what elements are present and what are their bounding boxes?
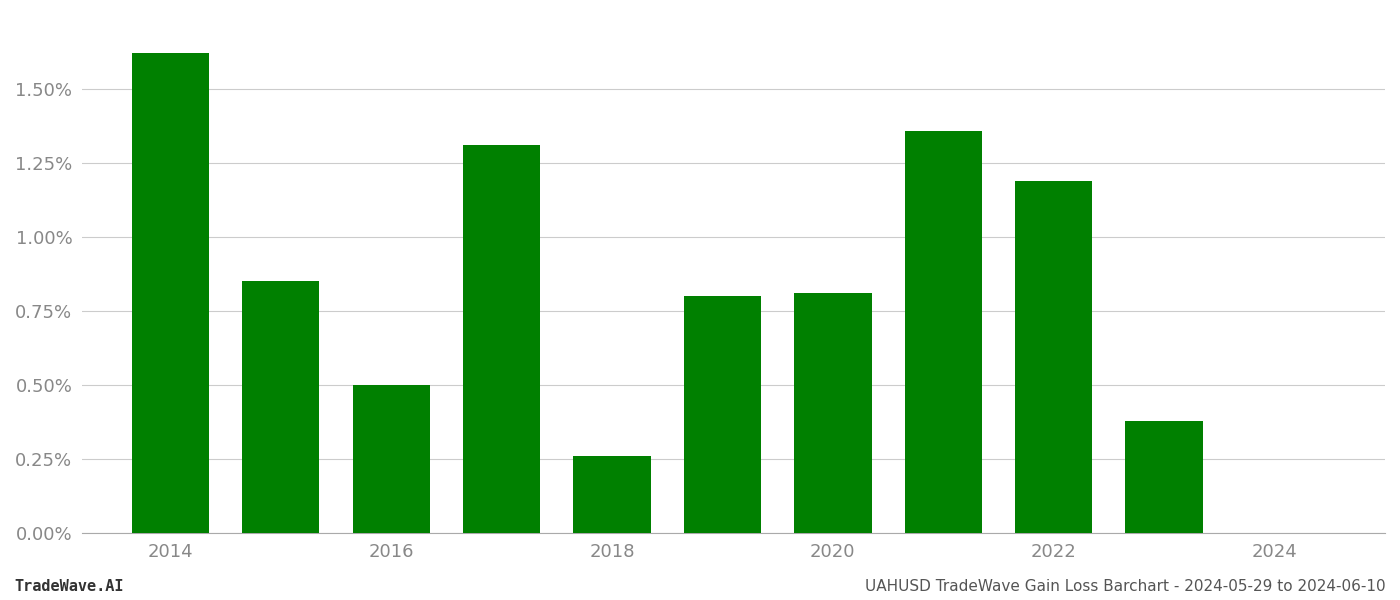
Bar <box>574 455 651 533</box>
Bar <box>242 281 319 533</box>
Text: UAHUSD TradeWave Gain Loss Barchart - 2024-05-29 to 2024-06-10: UAHUSD TradeWave Gain Loss Barchart - 20… <box>865 579 1386 594</box>
Bar <box>1126 421 1203 533</box>
Bar <box>794 293 872 533</box>
Bar <box>463 145 540 533</box>
Bar <box>904 131 981 533</box>
Bar <box>1015 181 1092 533</box>
Bar <box>353 385 430 533</box>
Bar <box>683 296 762 533</box>
Bar <box>132 53 209 533</box>
Text: TradeWave.AI: TradeWave.AI <box>14 579 123 594</box>
